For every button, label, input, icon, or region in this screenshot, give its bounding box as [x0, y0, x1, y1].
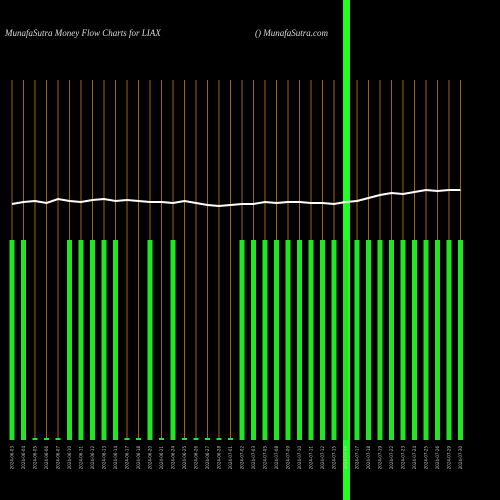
x-tick-label: 2024-06-17	[125, 446, 130, 470]
x-tick-label: 2024-06-06	[44, 446, 49, 470]
x-tick-label: 2024-06-05	[33, 446, 38, 470]
bar	[90, 240, 95, 440]
bar	[216, 438, 222, 440]
bar	[78, 240, 84, 440]
x-tick-label: 2024-06-21	[159, 446, 164, 470]
bar	[412, 240, 417, 440]
bar	[9, 240, 15, 440]
x-tick-label: 2024-06-14	[113, 446, 118, 470]
x-tick-label: 2024-07-10	[297, 446, 302, 470]
bar	[147, 240, 153, 440]
x-tick-label: 2024-06-04	[21, 446, 26, 470]
x-tick-label: 2024-07-26	[435, 446, 440, 470]
bar	[136, 438, 141, 440]
bar	[274, 240, 279, 440]
x-tick-label: 2024-07-11	[309, 446, 314, 470]
bar	[285, 240, 291, 440]
x-tick-label: 2024-06-18	[136, 446, 141, 470]
bar	[331, 240, 337, 440]
x-tick-label: 2024-06-07	[56, 446, 61, 470]
bar	[320, 240, 325, 440]
x-tick-label: 2024-06-11	[79, 446, 84, 470]
bar	[262, 240, 268, 440]
x-tick-label: 2024-06-26	[194, 446, 199, 470]
bar	[113, 240, 118, 440]
bar	[170, 240, 176, 440]
bar	[366, 240, 371, 440]
chart-title: MunafaSutra Money Flow Charts for LIAX	[4, 28, 161, 38]
bar	[400, 240, 406, 440]
bar	[193, 438, 199, 440]
bar	[159, 438, 164, 440]
x-tick-label: 2024-06-24	[171, 446, 176, 470]
x-tick-label: 2024-07-01	[228, 446, 233, 470]
bar	[458, 240, 463, 440]
x-tick-label: 2024-06-10	[67, 446, 72, 470]
x-tick-label: 2024-07-12	[320, 446, 325, 470]
bar	[205, 438, 210, 440]
bar	[124, 438, 130, 440]
x-tick-label: 2024-07-08	[274, 446, 279, 470]
x-tick-label: 2024-07-15	[332, 446, 337, 470]
x-tick-label: 2024-06-12	[90, 446, 95, 470]
x-tick-label: 2024-07-30	[458, 446, 463, 470]
x-tick-label: 2024-07-17	[355, 446, 360, 470]
x-tick-label: 2024-07-09	[286, 446, 291, 470]
x-tick-label: 2024-07-19	[378, 446, 383, 470]
bar	[21, 240, 26, 440]
x-tick-label: 2024-06-27	[205, 446, 210, 470]
bar	[389, 240, 394, 440]
x-tick-label: 2024-06-28	[217, 446, 222, 470]
bar	[101, 240, 107, 440]
bar	[435, 240, 440, 440]
x-tick-label: 2024-07-24	[412, 446, 417, 470]
bar	[377, 240, 383, 440]
x-tick-label: 2024-07-18	[366, 446, 371, 470]
x-tick-label: 2024-07-16	[343, 446, 348, 470]
bar	[55, 438, 61, 440]
bar	[297, 240, 302, 440]
bar	[228, 438, 233, 440]
bar	[446, 240, 452, 440]
x-tick-label: 2024-07-29	[447, 446, 452, 470]
price-line	[11, 188, 461, 208]
bar	[44, 438, 49, 440]
bar	[32, 438, 38, 440]
bar	[67, 240, 72, 440]
x-tick-label: 2024-07-03	[251, 446, 256, 470]
x-tick-label: 2024-07-05	[263, 446, 268, 470]
x-tick-label: 2024-06-20	[148, 446, 153, 470]
x-tick-label: 2024-07-25	[424, 446, 429, 470]
bar	[423, 240, 429, 440]
bar	[182, 438, 187, 440]
x-tick-label: 2024-06-13	[102, 446, 107, 470]
bar	[343, 240, 348, 440]
bar	[239, 240, 245, 440]
bar	[354, 240, 360, 440]
chart-subtitle: () MunafaSutra.com	[255, 28, 328, 38]
x-tick-label: 2024-07-02	[240, 446, 245, 470]
x-tick-label: 2024-07-22	[389, 446, 394, 470]
x-tick-label: 2024-06-25	[182, 446, 187, 470]
bar	[308, 240, 314, 440]
x-tick-label: 2024-07-23	[401, 446, 406, 470]
bar	[251, 240, 256, 440]
x-tick-label: 2024-06-03	[10, 446, 15, 470]
